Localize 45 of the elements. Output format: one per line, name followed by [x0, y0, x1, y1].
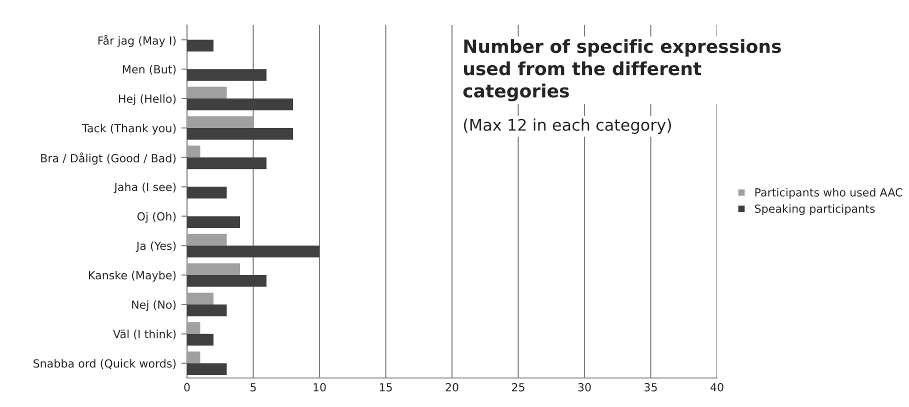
- bar: [187, 363, 227, 376]
- y-tick-label: Får jag (May I): [98, 34, 176, 47]
- bar: [187, 216, 240, 228]
- x-tick-label: 30: [578, 383, 591, 392]
- y-tick-label: Kanske (Maybe): [89, 270, 176, 282]
- bar: [187, 352, 200, 364]
- y-tick-label: Oj (Oh): [137, 212, 176, 223]
- bar: [187, 234, 227, 246]
- y-tick-label: Bra / Dåligt (Good / Bad): [41, 152, 176, 165]
- bar: [187, 128, 293, 140]
- bar: [187, 86, 227, 99]
- y-tick-label: Jaha (I see): [114, 182, 176, 194]
- bar: [187, 116, 254, 128]
- x-tick-label: 25: [512, 383, 524, 392]
- y-tick-label: Snabba ord (Quick words): [33, 359, 176, 369]
- x-tick-label: 10: [314, 383, 326, 392]
- x-tick-label: 35: [644, 383, 657, 392]
- bar: [187, 292, 214, 304]
- y-tick-label: Men (But): [122, 64, 176, 75]
- y-tick-label: Tack (Thank you): [82, 124, 176, 134]
- x-tick-label: 40: [710, 383, 724, 392]
- y-tick-label: Hej (Hello): [119, 94, 176, 106]
- bar: [187, 304, 227, 316]
- bar: [187, 334, 214, 346]
- y-tick-label: Nej (No): [132, 300, 176, 311]
- legend-label: Participants who used AAC: [755, 188, 902, 199]
- y-tick-label: Väl (I think): [113, 330, 176, 340]
- text: Number of specific expressions used from the different categories: [463, 39, 781, 102]
- text: (Max 12 in each category): [464, 118, 672, 134]
- bar: [187, 98, 293, 110]
- bar: [187, 40, 214, 52]
- y-tick-label: Ja (Yes): [136, 241, 176, 252]
- bar: [187, 322, 200, 334]
- bar: [187, 157, 266, 170]
- bar: [187, 69, 266, 81]
- x-tick-label: 5: [250, 383, 256, 392]
- bar: [187, 146, 200, 158]
- bar: [187, 275, 266, 287]
- bar: [187, 263, 240, 276]
- x-tick-label: 20: [446, 383, 458, 392]
- bar: [187, 246, 320, 258]
- x-tick-label: 0: [184, 383, 190, 392]
- x-tick-label: 15: [380, 383, 392, 392]
- bar: [187, 186, 227, 199]
- legend-label: Speaking participants: [755, 204, 875, 216]
